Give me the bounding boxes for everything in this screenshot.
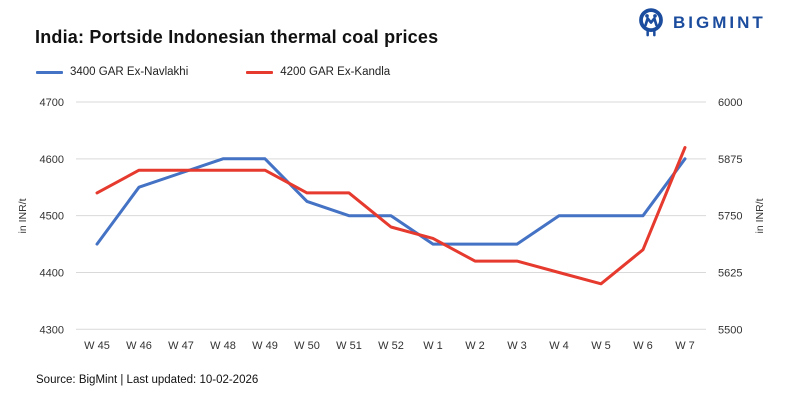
y-axis-tick-label-left: 4300 [40, 324, 64, 336]
chart-legend: 3400 GAR Ex-Navlakhi 4200 GAR Ex-Kandla [36, 66, 448, 78]
x-axis-tick-label: W 50 [294, 340, 320, 352]
y-axis-title-left: in INR/t [17, 198, 29, 233]
y-axis-tick-label-left: 4500 [40, 211, 64, 223]
source-note: Source: BigMint | Last updated: 10-02-20… [36, 374, 259, 386]
brand-name: BIGMINT [673, 13, 766, 32]
y-axis-title-right: in INR/t [754, 198, 766, 233]
x-axis-tick-label: W 52 [378, 340, 404, 352]
legend-item-navlakhi: 3400 GAR Ex-Navlakhi [36, 66, 188, 78]
y-axis-tick-label-right: 5500 [718, 324, 742, 336]
x-axis-tick-label: W 47 [168, 340, 194, 352]
y-axis-tick-label-right: 5750 [718, 211, 742, 223]
y-axis-tick-label-left: 4400 [40, 267, 64, 279]
legend-swatch-blue [36, 70, 63, 74]
x-axis-tick-label: W 51 [336, 340, 362, 352]
y-axis-tick-label-left: 4700 [40, 97, 64, 109]
x-axis-tick-label: W 49 [252, 340, 278, 352]
x-axis-tick-label: W 6 [633, 340, 653, 352]
x-axis-tick-label: W 46 [126, 340, 152, 352]
brand-logo: BIGMINT [636, 7, 766, 39]
x-axis-tick-label: W 48 [210, 340, 236, 352]
x-axis-tick-label: W 4 [549, 340, 569, 352]
x-axis-tick-label: W 1 [423, 340, 443, 352]
x-axis-tick-label: W 3 [507, 340, 527, 352]
x-axis-tick-label: W 2 [465, 340, 485, 352]
chart-title: India: Portside Indonesian thermal coal … [35, 27, 439, 47]
legend-swatch-red [246, 70, 274, 74]
legend-label-kandla: 4200 GAR Ex-Kandla [280, 66, 391, 78]
x-axis-tick-label: W 45 [84, 340, 110, 352]
y-axis-tick-label-right: 5875 [718, 154, 742, 166]
legend-item-kandla: 4200 GAR Ex-Kandla [246, 66, 390, 78]
legend-label-navlakhi: 3400 GAR Ex-Navlakhi [70, 66, 189, 78]
bigmint-mint-icon [639, 8, 663, 37]
y-axis-tick-label-left: 4600 [40, 154, 64, 166]
y-axis-tick-label-right: 6000 [718, 97, 742, 109]
x-axis-tick-label: W 5 [591, 340, 611, 352]
series-line-red-kandla [95, 146, 687, 286]
y-axis-tick-label-right: 5625 [718, 267, 742, 279]
x-axis-tick-label: W 7 [675, 340, 695, 352]
series-line-blue-navlakhi [95, 157, 687, 246]
